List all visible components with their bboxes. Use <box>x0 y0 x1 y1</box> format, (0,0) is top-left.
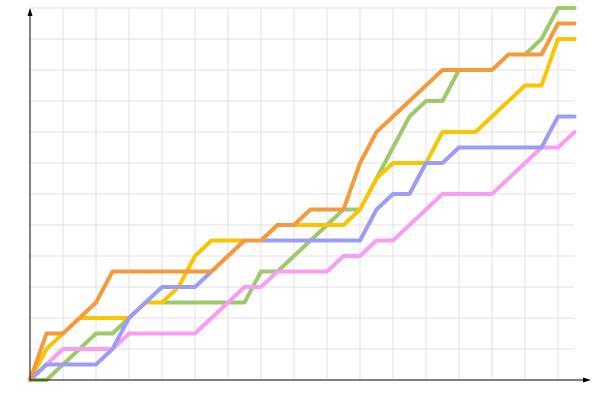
y-axis-arrow <box>27 8 33 16</box>
x-axis-arrow <box>583 377 591 383</box>
lines <box>28 6 577 382</box>
series-line <box>28 37 577 382</box>
series-line <box>28 21 577 382</box>
axes <box>27 8 591 383</box>
series-line <box>28 114 577 382</box>
series-line <box>28 130 577 382</box>
